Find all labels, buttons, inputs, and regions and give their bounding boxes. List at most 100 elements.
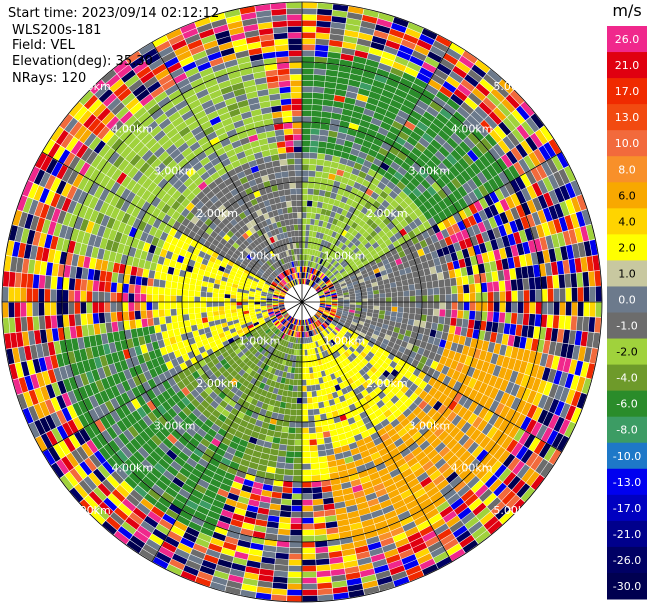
velocity-gate xyxy=(558,274,566,288)
velocity-gate xyxy=(350,148,360,157)
velocity-gate xyxy=(255,308,261,312)
velocity-gate xyxy=(140,285,147,294)
velocity-gate xyxy=(384,334,392,341)
velocity-gate xyxy=(98,447,111,461)
velocity-gate xyxy=(26,229,36,245)
velocity-gate xyxy=(222,272,230,278)
velocity-gate xyxy=(266,300,272,302)
velocity-gate xyxy=(115,106,129,120)
velocity-gate xyxy=(38,316,46,330)
velocity-gate xyxy=(151,236,160,247)
velocity-gate xyxy=(554,187,565,203)
velocity-gate xyxy=(81,147,93,162)
velocity-gate xyxy=(226,230,234,238)
velocity-gate xyxy=(226,366,235,374)
velocity-gate xyxy=(510,313,518,325)
velocity-gate xyxy=(214,279,221,285)
velocity-gate xyxy=(361,295,368,299)
velocity-gate xyxy=(328,423,336,431)
velocity-gate xyxy=(312,322,317,329)
velocity-gate xyxy=(291,318,295,324)
velocity-gate xyxy=(475,302,482,311)
velocity-gate xyxy=(541,427,553,443)
velocity-gate xyxy=(302,164,309,171)
velocity-gate xyxy=(564,315,572,330)
velocity-gate xyxy=(303,319,306,326)
velocity-gate xyxy=(190,548,206,560)
velocity-gate xyxy=(328,333,334,339)
velocity-gate xyxy=(377,100,390,110)
velocity-gate xyxy=(344,264,351,271)
velocity-gate xyxy=(230,386,239,394)
velocity-gate xyxy=(152,528,167,541)
velocity-gate xyxy=(318,333,323,339)
velocity-gate xyxy=(473,404,484,416)
velocity-gate xyxy=(436,415,447,426)
velocity-gate xyxy=(131,356,140,367)
velocity-gate xyxy=(283,414,291,421)
velocity-gate xyxy=(335,264,342,270)
velocity-gate xyxy=(20,361,30,377)
velocity-gate xyxy=(319,462,329,469)
velocity-gate xyxy=(355,371,363,380)
velocity-gate xyxy=(329,287,336,292)
velocity-gate xyxy=(395,537,410,548)
velocity-gate xyxy=(63,326,71,340)
velocity-gate xyxy=(137,145,149,158)
velocity-gate xyxy=(260,369,267,377)
velocity-gate xyxy=(520,487,535,502)
velocity-gate xyxy=(144,493,158,506)
velocity-gate xyxy=(339,530,352,539)
velocity-gate xyxy=(344,456,354,464)
velocity-gate xyxy=(499,247,507,260)
velocity-gate xyxy=(360,351,367,358)
velocity-gate xyxy=(462,217,472,229)
velocity-gate xyxy=(355,302,362,305)
velocity-gate xyxy=(416,39,432,51)
velocity-gate xyxy=(319,345,324,352)
velocity-gate xyxy=(419,153,430,164)
velocity-gate xyxy=(442,196,453,207)
velocity-gate xyxy=(302,170,309,177)
velocity-gate xyxy=(413,488,426,499)
velocity-gate xyxy=(204,218,213,227)
velocity-gate xyxy=(343,299,350,302)
velocity-gate xyxy=(414,44,430,56)
velocity-gate xyxy=(330,192,337,200)
velocity-gate xyxy=(281,280,286,285)
velocity-gate xyxy=(275,350,280,357)
velocity-gate xyxy=(340,353,347,360)
velocity-gate xyxy=(594,317,602,333)
velocity-gate xyxy=(433,287,440,295)
velocity-gate xyxy=(197,532,212,543)
velocity-gate xyxy=(337,307,343,311)
velocity-gate xyxy=(425,358,434,367)
velocity-gate xyxy=(226,222,234,230)
velocity-gate xyxy=(126,179,137,191)
velocity-gate xyxy=(185,478,197,489)
velocity-gate xyxy=(297,379,302,386)
velocity-gate xyxy=(334,144,344,152)
velocity-gate xyxy=(399,200,409,210)
velocity-gate xyxy=(368,47,383,57)
velocity-gate xyxy=(234,551,249,560)
velocity-gate xyxy=(402,186,412,196)
velocity-gate xyxy=(352,332,359,338)
velocity-gate xyxy=(263,326,270,332)
velocity-gate xyxy=(359,26,375,36)
velocity-gate xyxy=(218,289,225,294)
velocity-gate xyxy=(318,245,324,252)
velocity-gate xyxy=(254,323,261,329)
velocity-gate xyxy=(246,277,253,283)
velocity-gate xyxy=(258,501,271,509)
velocity-gate xyxy=(146,400,157,411)
velocity-gate xyxy=(260,295,267,299)
velocity-gate xyxy=(386,213,396,222)
velocity-gate xyxy=(389,28,405,39)
velocity-gate xyxy=(9,363,18,380)
velocity-gate xyxy=(115,124,128,138)
velocity-gate xyxy=(285,314,290,320)
velocity-gate xyxy=(72,202,83,216)
velocity-gate xyxy=(414,420,425,431)
velocity-gate xyxy=(218,391,227,400)
